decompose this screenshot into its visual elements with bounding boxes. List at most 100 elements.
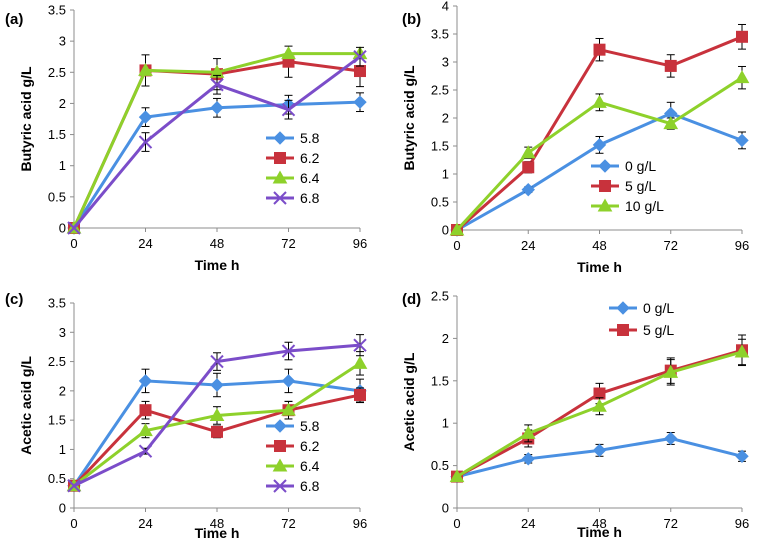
y-tick-label: 2.5: [431, 83, 449, 98]
x-tick-label: 24: [138, 516, 152, 531]
data-point: [138, 444, 153, 458]
legend-item: 5.8: [266, 130, 320, 146]
legend-marker: [599, 180, 611, 192]
legend-label: 0 g/L: [643, 300, 674, 316]
chart-panel-2: 0 0.5 1 1.5 2 2.5 3 3.5 4 0 24 48 72 96 (b) Time h Butyr…: [401, 0, 750, 275]
panel-label: (d): [402, 291, 421, 308]
y-tick-label: 1.5: [431, 373, 449, 388]
x-tick-label: 48: [210, 236, 224, 251]
data-point: [520, 425, 536, 439]
series-10-g-L: [449, 65, 750, 236]
data-point: [210, 101, 224, 115]
data-point: [210, 378, 224, 392]
series-line: [456, 35, 743, 232]
data-point: [354, 65, 366, 78]
x-tick-label: 72: [664, 238, 678, 253]
data-point: [210, 354, 224, 369]
x-axis-label: Time h: [577, 524, 622, 540]
data-point: [354, 388, 366, 401]
series-line: [456, 111, 743, 232]
y-tick-label: 3: [59, 325, 66, 340]
series-6-8: [67, 334, 367, 493]
y-tick-label: 3: [59, 34, 66, 49]
y-axis-label: Acetic acid g/L: [401, 352, 417, 451]
y-tick-label: 3.5: [48, 3, 66, 18]
legend: 0 g/L 5 g/L: [609, 300, 674, 338]
data-point: [138, 423, 153, 437]
legend-item: 0 g/L: [609, 300, 674, 316]
y-tick-label: 0: [59, 501, 66, 516]
legend-marker: [273, 191, 287, 205]
y-tick-label: 1: [59, 442, 66, 457]
data-point: [734, 344, 750, 358]
data-point: [281, 374, 296, 388]
legend-item: 10 g/L: [591, 198, 664, 214]
legend-marker: [274, 152, 286, 164]
legend-label: 6.4: [300, 458, 320, 474]
chart-panel-4: 0 0.5 1 1.5 2 2.5 0 24 48 72 96 (d) Time h Acetic aci…: [401, 289, 750, 540]
y-axis-label: Butyric acid g/L: [401, 65, 417, 170]
data-point: [353, 338, 367, 352]
x-tick-label: 0: [453, 516, 460, 531]
legend-marker: [273, 131, 287, 145]
legend-marker: [598, 159, 612, 173]
x-tick-label: 48: [592, 238, 606, 253]
data-point: [521, 182, 535, 197]
y-tick-label: 4: [442, 0, 449, 14]
legend-marker: [597, 198, 613, 212]
data-point: [353, 95, 367, 109]
legend: 0 g/L 5 g/L 10 g/L: [591, 158, 664, 214]
x-tick-label: 0: [70, 516, 77, 531]
y-tick-label: 2.5: [48, 354, 66, 369]
legend-item: 6.4: [266, 458, 320, 474]
y-tick-label: 0.5: [48, 189, 66, 204]
y-axis-label: Acetic acid g/L: [18, 356, 34, 455]
x-tick-label: 96: [353, 516, 367, 531]
data-point: [281, 344, 296, 358]
data-point: [209, 407, 225, 421]
series-5-8: [67, 92, 367, 235]
y-tick-label: 2: [59, 383, 66, 398]
data-point: [521, 452, 535, 466]
y-tick-label: 2: [59, 96, 66, 111]
y-tick-label: 0.5: [431, 458, 449, 473]
y-tick-label: 1: [59, 158, 66, 173]
legend-marker: [274, 440, 286, 452]
panel-label: (a): [5, 11, 23, 28]
legend-item: 6.8: [266, 190, 320, 206]
series-0-g-L: [450, 101, 749, 237]
series-6-4: [66, 351, 368, 492]
data-point: [592, 94, 607, 108]
x-tick-label: 48: [592, 516, 606, 531]
data-point: [663, 116, 679, 130]
x-axis-label: Time h: [195, 525, 240, 541]
data-point: [138, 374, 153, 388]
legend-item: 5.8: [266, 418, 320, 434]
series-5-g-L: [451, 23, 748, 236]
data-point: [353, 50, 367, 64]
chart-panel-1: 0 0.5 1 1.5 2 2.5 3 3.5 0 24 48 72 96 (a) Time h Butyri…: [5, 3, 368, 273]
legend-label: 10 g/L: [625, 198, 664, 214]
data-point: [138, 135, 153, 149]
legend: 5.8 6.2 6.4 6.8: [266, 130, 320, 206]
y-tick-label: 1.5: [431, 139, 449, 154]
legend-marker: [273, 419, 287, 433]
legend-label: 5.8: [300, 130, 320, 146]
y-tick-label: 1: [442, 167, 449, 182]
legend-marker: [272, 170, 288, 184]
data-point: [139, 404, 152, 417]
legend-label: 5 g/L: [625, 178, 656, 194]
y-tick-label: 3: [442, 55, 449, 70]
y-tick-label: 0.5: [431, 195, 449, 210]
data-point: [593, 43, 606, 56]
y-tick-label: 2: [442, 111, 449, 126]
x-tick-label: 0: [453, 238, 460, 253]
data-point: [449, 222, 465, 236]
data-point: [736, 30, 748, 43]
x-tick-label: 72: [281, 516, 295, 531]
legend-label: 6.8: [300, 478, 320, 494]
y-tick-label: 0: [442, 223, 449, 238]
panel-label: (c): [5, 291, 23, 308]
legend-label: 0 g/L: [625, 158, 656, 174]
